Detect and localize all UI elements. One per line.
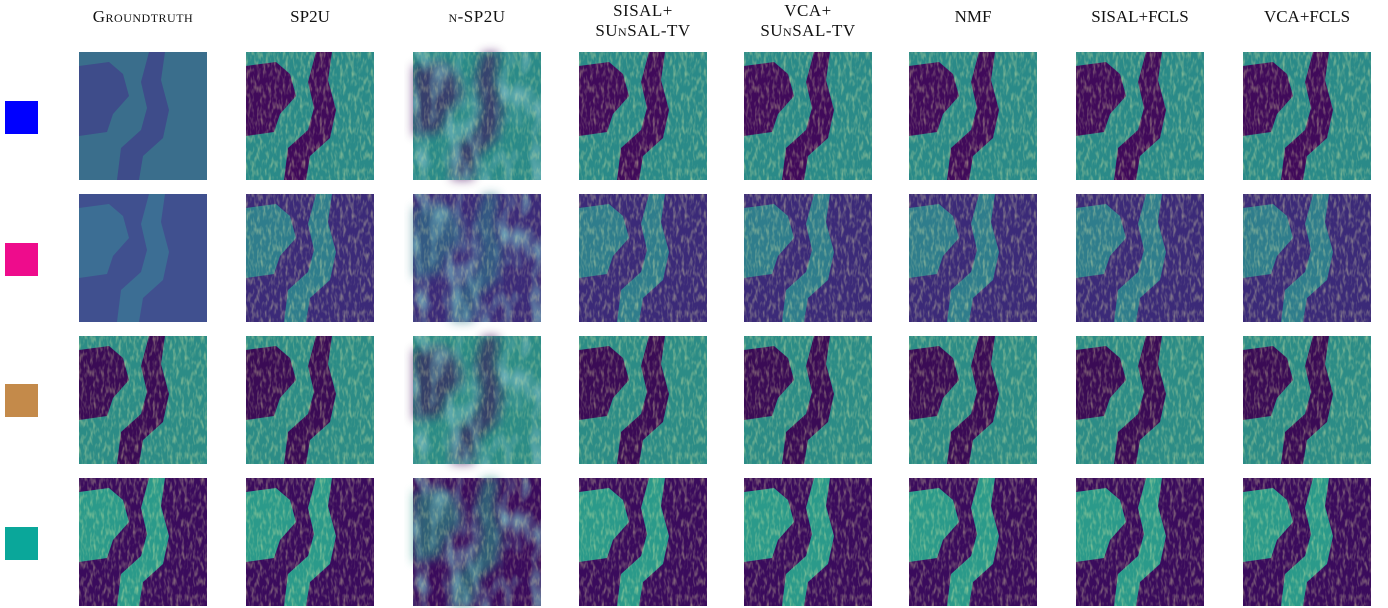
abundance-map <box>579 52 707 180</box>
map-noise <box>579 478 707 606</box>
swatch <box>5 384 38 417</box>
column-header: SISAL+ <box>613 1 673 20</box>
abundance-map <box>246 336 374 464</box>
abundance-map <box>1243 194 1371 322</box>
figure: GroundtruthSP2Un-SP2USISAL+SUnSAL-TVVCA+… <box>0 0 1388 608</box>
column-header: SUnSAL-TV <box>760 21 856 40</box>
map-noise <box>1076 336 1204 464</box>
abundance-map <box>79 52 207 180</box>
map-noise <box>1243 52 1371 180</box>
abundance-map <box>1243 336 1371 464</box>
column-header: SUnSAL-TV <box>595 21 691 40</box>
map-noise <box>79 478 207 606</box>
map-noise <box>909 478 1037 606</box>
abundance-map <box>909 336 1037 464</box>
map-noise <box>579 194 707 322</box>
column-header: VCA+ <box>784 1 831 20</box>
abundance-map <box>744 336 872 464</box>
map-noise <box>79 336 207 464</box>
swatch <box>5 101 38 134</box>
map-noise <box>744 52 872 180</box>
abundance-map <box>413 52 541 180</box>
swatch <box>5 243 38 276</box>
map-noise <box>579 52 707 180</box>
abundance-map <box>579 478 707 606</box>
map-noise <box>246 478 374 606</box>
abundance-map <box>744 194 872 322</box>
map-noise <box>909 194 1037 322</box>
abundance-map <box>246 194 374 322</box>
map-noise <box>246 52 374 180</box>
abundance-map <box>413 478 541 606</box>
map-noise <box>909 336 1037 464</box>
map-noise <box>1076 52 1204 180</box>
row-swatches <box>5 101 38 560</box>
abundance-map <box>579 194 707 322</box>
column-header: NMF <box>955 7 992 26</box>
column-header: Groundtruth <box>93 7 193 26</box>
abundance-map <box>79 336 207 464</box>
map-noise <box>413 478 541 606</box>
abundance-map <box>1243 52 1371 180</box>
map-noise <box>909 52 1037 180</box>
abundance-map <box>909 194 1037 322</box>
map-noise <box>413 194 541 322</box>
abundance-map <box>1076 478 1204 606</box>
abundance-map <box>909 52 1037 180</box>
map-noise <box>744 336 872 464</box>
map-noise <box>1243 478 1371 606</box>
map-noise <box>413 52 541 180</box>
abundance-map <box>413 194 541 322</box>
map-noise <box>413 336 541 464</box>
abundance-map <box>1076 52 1204 180</box>
abundance-map <box>246 478 374 606</box>
abundance-map <box>744 478 872 606</box>
abundance-map <box>1076 336 1204 464</box>
abundance-map <box>1076 194 1204 322</box>
abundance-map <box>579 336 707 464</box>
map-noise <box>744 478 872 606</box>
abundance-map <box>79 478 207 606</box>
map-noise <box>246 336 374 464</box>
map-noise <box>744 194 872 322</box>
column-header: VCA+FCLS <box>1264 7 1350 26</box>
column-header: SP2U <box>290 7 330 26</box>
abundance-map <box>744 52 872 180</box>
abundance-map <box>909 478 1037 606</box>
abundance-map <box>1243 478 1371 606</box>
map-noise <box>1243 194 1371 322</box>
map-noise <box>1243 336 1371 464</box>
abundance-map <box>413 336 541 464</box>
map-noise <box>1076 194 1204 322</box>
abundance-map <box>246 52 374 180</box>
column-header: SISAL+FCLS <box>1091 7 1188 26</box>
column-header: n-SP2U <box>448 7 505 26</box>
map-noise <box>579 336 707 464</box>
map-noise <box>1076 478 1204 606</box>
abundance-map <box>79 194 207 322</box>
map-noise <box>246 194 374 322</box>
swatch <box>5 527 38 560</box>
